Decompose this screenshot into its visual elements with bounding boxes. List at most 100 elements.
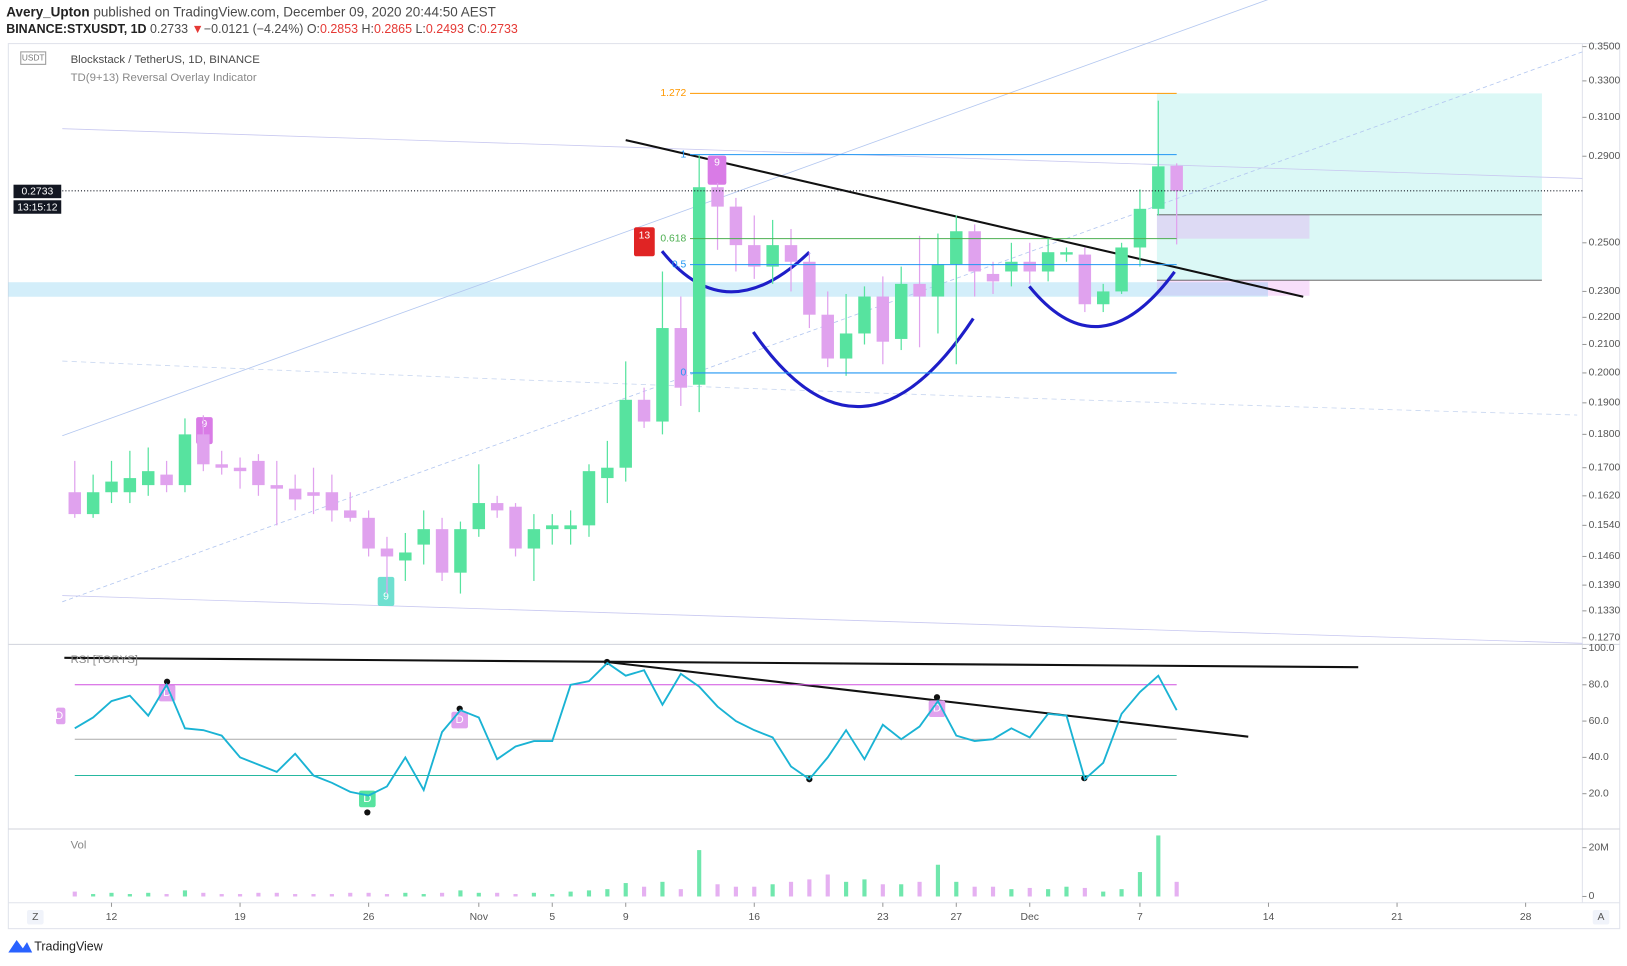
- pivot: [364, 809, 371, 816]
- y-tick-label: 0.1330: [1589, 606, 1621, 617]
- rsi-title: RSI [TORYS]: [71, 654, 138, 666]
- volume-bar: [256, 892, 261, 897]
- symbol: BINANCE:STXUSDT, 1D: [6, 22, 146, 36]
- h-val: 0.2865: [374, 22, 412, 36]
- volume-bar: [697, 850, 702, 897]
- candle-body: [894, 283, 908, 339]
- x-tick-label: 7: [1137, 912, 1143, 923]
- x-tick-label: 14: [1263, 912, 1275, 923]
- candle-body: [766, 245, 779, 267]
- volume-bar: [844, 881, 849, 897]
- drawings: [8, 0, 1583, 816]
- volume-bar: [917, 881, 922, 897]
- candle-body: [142, 471, 155, 486]
- candle-body: [931, 264, 945, 297]
- candle-body: [839, 333, 853, 359]
- y-tick-label: 0.2000: [1589, 368, 1621, 379]
- volume-bar: [274, 892, 279, 897]
- pivot: [933, 694, 941, 701]
- td-count: 9: [383, 591, 389, 602]
- candle-body: [692, 187, 706, 385]
- quote-line: BINANCE:STXUSDT, 1D 0.2733 ▼−0.0121 (−4.…: [6, 22, 518, 36]
- vol-title: Vol: [71, 840, 87, 852]
- y-tick-label: 100.0: [1589, 643, 1615, 654]
- y-tick-label: 0.2900: [1589, 151, 1621, 162]
- volume-bar: [880, 884, 885, 897]
- volume-bar: [678, 889, 683, 897]
- countdown-tag: [13, 200, 62, 214]
- fib-label: 1.272: [660, 88, 686, 99]
- channel-line: [62, 0, 1269, 437]
- volume-bar: [219, 894, 224, 897]
- cup-arc: [660, 250, 811, 294]
- volume-bar: [348, 892, 353, 897]
- div-label: D: [456, 714, 464, 726]
- x-tick-label: 23: [877, 912, 889, 923]
- candle-body: [160, 474, 173, 486]
- candle-body: [399, 552, 412, 561]
- td-count: 13: [639, 230, 651, 241]
- x-tick-label: Dec: [1021, 912, 1039, 923]
- candle-body: [380, 548, 394, 557]
- candle-body: [858, 296, 871, 334]
- volume-bar: [1174, 881, 1179, 897]
- l-val: 0.2493: [426, 22, 464, 36]
- published: published on TradingView.com, December 0…: [93, 4, 496, 19]
- div-label: D: [933, 703, 941, 715]
- candle-body: [986, 273, 1000, 282]
- candle-body: [307, 492, 320, 496]
- o-val: 0.2853: [320, 22, 358, 36]
- candle-body: [417, 529, 430, 545]
- c-val: 0.2733: [480, 22, 518, 36]
- candle-body: [803, 261, 816, 315]
- candle-body: [1152, 166, 1165, 209]
- volume-bar: [421, 894, 426, 897]
- pivot: [163, 678, 171, 685]
- l-key: L:: [415, 22, 425, 36]
- candle-body: [435, 529, 449, 573]
- candle-body: [197, 434, 210, 465]
- y-tick-label: 0.2500: [1589, 238, 1621, 249]
- candle-body: [748, 245, 761, 267]
- button[interactable]: [27, 909, 44, 925]
- volume-bar: [770, 884, 775, 897]
- y-tick-label: 0.1620: [1589, 491, 1621, 502]
- candle-body: [252, 460, 265, 486]
- fib-label: 0: [681, 368, 687, 379]
- candle-body: [1041, 252, 1055, 272]
- volume-bar: [72, 891, 77, 897]
- button-label[interactable]: Z: [32, 912, 38, 923]
- y-tick-label: 0.1700: [1589, 462, 1621, 473]
- x-tick-label: 28: [1520, 912, 1532, 923]
- candle-body: [1133, 208, 1147, 248]
- support-zone: [8, 282, 1268, 297]
- channel-line: [62, 128, 1583, 179]
- x-tick-label: 26: [363, 912, 375, 923]
- volume-bar: [458, 890, 463, 897]
- volume-bar: [237, 894, 243, 897]
- y-tick-label: 80.0: [1589, 680, 1609, 691]
- td-markers: 9 9 13 9: [196, 155, 727, 606]
- candle-body: [123, 478, 137, 493]
- button[interactable]: [1592, 909, 1610, 925]
- volume-bar: [788, 881, 794, 897]
- candle-body: [86, 492, 100, 515]
- button-label[interactable]: A: [1598, 912, 1605, 923]
- volume-bar: [715, 884, 720, 897]
- volume-bar: [293, 894, 298, 897]
- y-tick-label: 0.2100: [1589, 339, 1621, 350]
- x-tick-label: 16: [749, 912, 761, 923]
- fib-label: 0.5: [672, 259, 687, 270]
- x-tick-label: 5: [549, 912, 555, 923]
- td-sell-marker: [707, 155, 727, 185]
- candle-body: [619, 399, 632, 468]
- channel-line: [62, 360, 1578, 416]
- candle-body: [178, 434, 192, 486]
- rsi-trendline: [606, 660, 1249, 738]
- candle-body: [509, 506, 522, 549]
- y-tick-label: 0.3300: [1589, 76, 1621, 87]
- candle-body: [1060, 252, 1073, 255]
- unit-box: [20, 51, 47, 65]
- last: 0.2733: [150, 22, 188, 36]
